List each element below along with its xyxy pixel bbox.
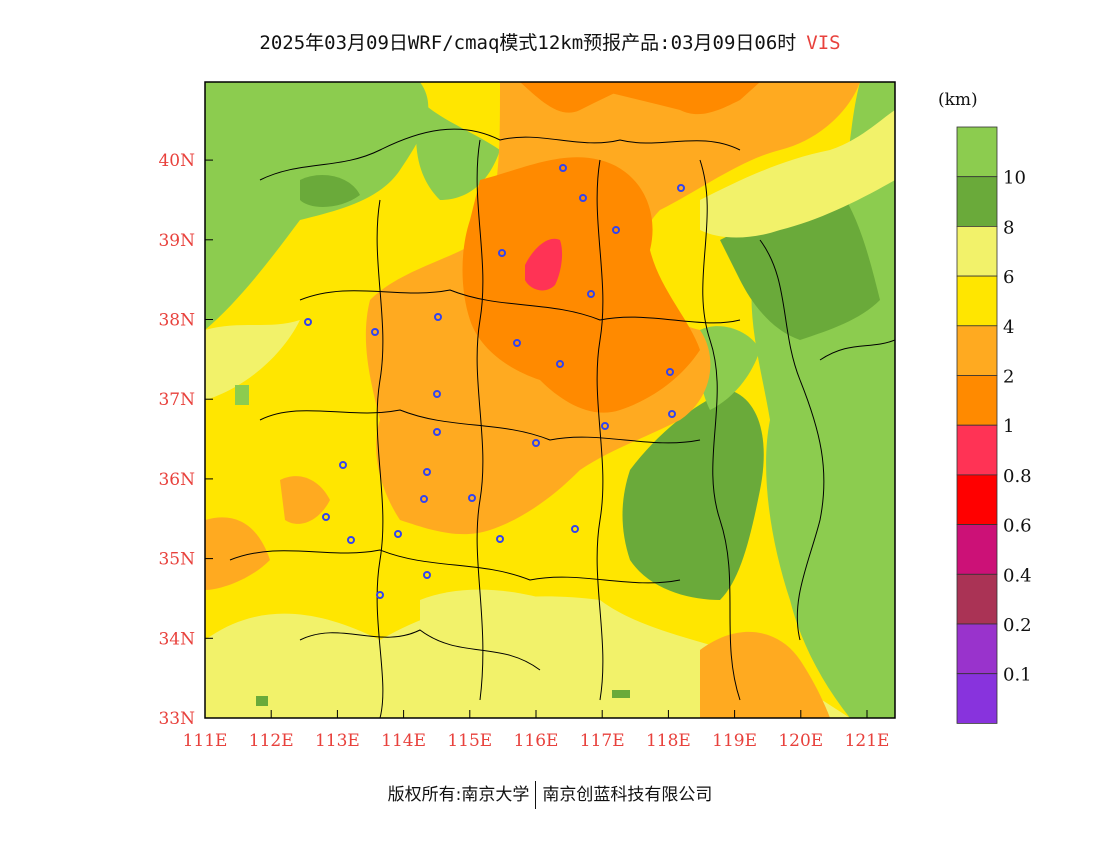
city-marker[interactable]	[433, 428, 441, 436]
lon-tick-label: 111E	[183, 731, 228, 751]
legend-label: 0.8	[1003, 466, 1032, 487]
city-marker[interactable]	[559, 164, 567, 172]
legend-label: 1	[1003, 416, 1014, 437]
legend-swatch	[956, 673, 998, 724]
legend-label: 8	[1003, 217, 1014, 238]
visibility-field	[205, 82, 895, 718]
legend-label: 4	[1003, 317, 1014, 338]
legend-swatch	[956, 325, 998, 376]
legend-unit: (km)	[938, 90, 978, 110]
lon-tick-label: 117E	[580, 731, 625, 751]
city-marker[interactable]	[579, 194, 587, 202]
legend-swatch	[956, 623, 998, 675]
copyright-left: 版权所有:南京大学	[387, 785, 530, 805]
latitude-axis: 33N 34N 35N 36N 37N 38N 39N 40N	[158, 151, 213, 729]
longitude-axis: 111E 112E 113E 114E 115E 116E 117E 118E 119E 120E…	[183, 710, 890, 751]
city-marker[interactable]	[371, 328, 379, 336]
title-main: 2025年03月09日WRF/cmaq模式12km预报产品:03月09日06时	[259, 32, 797, 54]
lat-tick-label: 33N	[158, 709, 195, 729]
city-marker[interactable]	[666, 368, 674, 376]
legend-label: 2	[1003, 367, 1014, 388]
legend-swatch	[956, 424, 998, 476]
city-marker[interactable]	[498, 249, 506, 257]
city-marker[interactable]	[496, 535, 504, 543]
city-marker[interactable]	[394, 530, 402, 538]
footer: 版权所有:南京大学 南京创蓝科技有限公司	[0, 780, 1100, 809]
color-legend: 10 8 6 4 2 1 0.8 0.6 0.4 0.2 0.1	[956, 126, 1032, 724]
city-marker[interactable]	[339, 461, 347, 469]
lon-tick-label: 114E	[381, 731, 426, 751]
lat-tick-label: 39N	[158, 231, 195, 251]
city-marker[interactable]	[420, 495, 428, 503]
city-marker[interactable]	[434, 313, 442, 321]
lon-tick-label: 119E	[712, 731, 757, 751]
lat-tick-label: 37N	[158, 390, 195, 410]
lon-tick-label: 116E	[514, 731, 559, 751]
city-marker[interactable]	[468, 494, 476, 502]
legend-swatch	[956, 573, 998, 625]
lon-tick-label: 120E	[778, 731, 823, 751]
city-marker[interactable]	[433, 390, 441, 398]
lat-tick-label: 34N	[158, 629, 195, 649]
map-title: 2025年03月09日WRF/cmaq模式12km预报产品:03月09日06时 V…	[0, 28, 1100, 55]
city-marker[interactable]	[347, 536, 355, 544]
city-marker[interactable]	[423, 468, 431, 476]
legend-label: 6	[1003, 267, 1014, 288]
city-marker[interactable]	[322, 513, 330, 521]
city-marker[interactable]	[677, 184, 685, 192]
city-marker[interactable]	[571, 525, 579, 533]
lon-tick-label: 112E	[249, 731, 294, 751]
copyright-right: 南京创蓝科技有限公司	[542, 785, 713, 805]
city-marker[interactable]	[668, 410, 676, 418]
city-markers	[304, 164, 685, 599]
lat-tick-label: 35N	[158, 550, 195, 570]
legend-swatch	[956, 126, 998, 178]
lat-tick-label: 38N	[158, 311, 195, 331]
legend-label: 0.2	[1003, 615, 1032, 636]
title-variable: VIS	[806, 32, 841, 54]
city-marker[interactable]	[612, 226, 620, 234]
legend-swatch	[956, 375, 998, 426]
legend-label: 0.1	[1003, 665, 1032, 686]
legend-swatch	[956, 474, 998, 525]
city-marker[interactable]	[304, 318, 312, 326]
legend-swatch	[956, 275, 998, 327]
legend-swatch	[956, 225, 998, 277]
province-boundaries	[229, 128, 895, 718]
lat-tick-label: 40N	[158, 151, 195, 171]
city-marker[interactable]	[556, 360, 564, 368]
city-marker[interactable]	[513, 339, 521, 347]
legend-swatch	[956, 176, 998, 227]
city-marker[interactable]	[532, 439, 540, 447]
lat-tick-label: 36N	[158, 470, 195, 490]
legend-label: 0.4	[1003, 565, 1032, 586]
lon-tick-label: 115E	[447, 731, 492, 751]
city-marker[interactable]	[601, 422, 609, 430]
city-marker[interactable]	[376, 591, 384, 599]
legend-label: 10	[1003, 168, 1026, 189]
city-marker[interactable]	[423, 571, 431, 579]
lon-tick-label: 113E	[315, 731, 360, 751]
footer-separator	[535, 781, 537, 809]
map-frame	[204, 81, 896, 719]
lon-tick-label: 121E	[845, 731, 890, 751]
city-marker[interactable]	[587, 290, 595, 298]
legend-label: 0.6	[1003, 516, 1032, 537]
lon-tick-label: 118E	[646, 731, 691, 751]
legend-swatch	[956, 524, 998, 575]
